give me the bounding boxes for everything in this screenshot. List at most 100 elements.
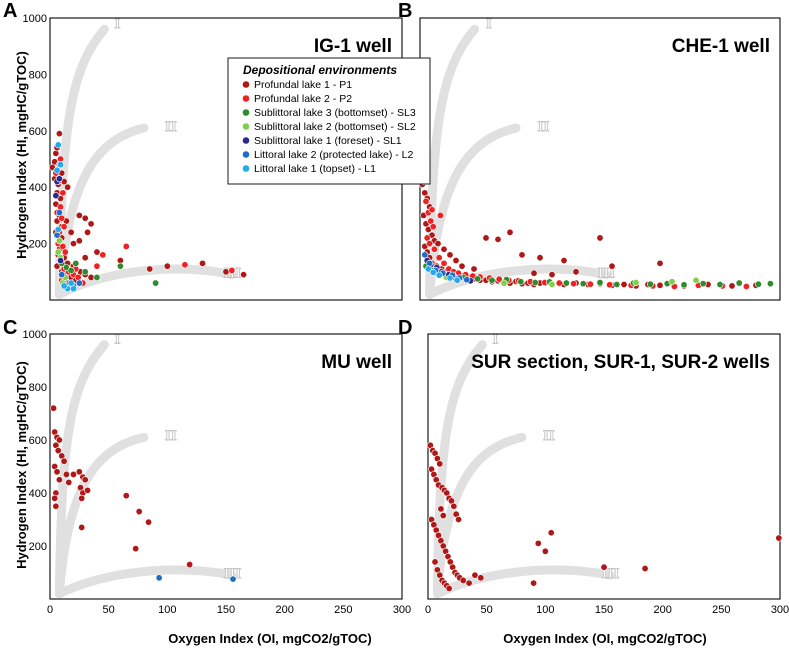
x-tick-label: 200 (275, 604, 293, 616)
x-tick-label: 250 (712, 604, 730, 616)
legend-label-l2: Littoral lake 2 (protected lake) - L2 (254, 149, 413, 161)
data-point-p1 (78, 494, 86, 502)
kerogen-label-i: I (486, 16, 492, 32)
data-point-p1 (55, 130, 63, 138)
legend-label-sl1: Sublittoral lake 1 (foreset) - SL1 (254, 135, 402, 147)
panel-title: SUR section, SUR-1, SUR-2 wells (471, 352, 770, 373)
data-point-l2 (421, 251, 429, 259)
data-point-p1 (186, 561, 194, 569)
data-point-p1 (50, 404, 58, 412)
legend-marker-sl2 (242, 123, 250, 130)
kerogen-label-iii: III (224, 566, 242, 582)
data-point-p1 (199, 259, 207, 267)
data-point-p1 (458, 262, 466, 270)
x-axis-title-c: Oxygen Index (OI, mgCO2/gTOC) (168, 631, 371, 646)
data-point-p2 (606, 281, 614, 289)
y-tick-label: 200 (29, 541, 47, 553)
data-point-p1 (431, 558, 439, 566)
x-axis-title-d: Oxygen Index (OI, mgCO2/gTOC) (503, 631, 706, 646)
kerogen-band-i (54, 340, 109, 599)
x-tick-label: 300 (771, 604, 789, 616)
kerogen-band-ii (425, 123, 521, 299)
data-point-p1 (775, 534, 783, 542)
data-point-sl3 (680, 281, 688, 289)
data-point-p1 (596, 234, 604, 242)
data-point-sl1 (57, 257, 65, 265)
legend-box (227, 57, 431, 185)
legend-marker-sl1 (242, 137, 250, 144)
legend-marker-p2 (242, 95, 250, 102)
data-point-p2 (586, 280, 594, 288)
data-point-p1 (69, 240, 77, 248)
data-point-p1 (146, 265, 154, 273)
legend-label-sl2: Sublittoral lake 2 (bottomset) - SL2 (254, 121, 416, 133)
data-point-sl1 (52, 192, 60, 200)
data-point-p1 (55, 476, 63, 484)
data-point-sl2 (632, 279, 640, 287)
data-point-p1 (530, 269, 538, 277)
data-point-p2 (570, 280, 578, 288)
data-point-p2 (74, 273, 82, 281)
data-point-p2 (428, 206, 436, 214)
data-point-p1 (67, 228, 75, 236)
data-point-l1 (429, 268, 437, 276)
legend-label-p1: Profundal lake 1 - P1 (254, 79, 352, 91)
x-tick-label: 0 (425, 604, 431, 616)
data-point-l1 (67, 279, 75, 287)
data-point-p1 (482, 234, 490, 242)
plot-frame (419, 17, 781, 301)
data-point-l2 (229, 575, 237, 583)
data-point-sl3 (116, 262, 124, 270)
data-point-p1 (465, 579, 473, 587)
y-tick-label: 200 (29, 239, 47, 251)
data-point-p2 (555, 279, 563, 287)
data-point-p1 (132, 545, 140, 553)
data-point-sl3 (613, 280, 621, 288)
data-point-p1 (494, 235, 502, 243)
kerogen-label-ii: II (165, 119, 177, 135)
data-point-p2 (99, 251, 107, 259)
kerogen-band-iii (425, 264, 611, 299)
data-point-p1 (84, 486, 92, 494)
data-point-p2 (440, 259, 448, 267)
y-tick-label: 400 (29, 182, 47, 194)
data-point-sl3 (579, 280, 587, 288)
data-point-p2 (61, 248, 69, 256)
data-point-p2 (181, 261, 189, 269)
kerogen-band-iii (54, 565, 237, 599)
data-point-l1 (435, 271, 443, 279)
x-tick-label: 250 (334, 604, 352, 616)
data-point-p1 (240, 271, 248, 279)
data-point-p1 (470, 265, 478, 273)
data-point-p2 (60, 223, 68, 231)
data-point-p1 (536, 254, 544, 262)
data-point-sl3 (474, 275, 482, 283)
data-point-sl3 (735, 279, 743, 287)
data-point-sl3 (766, 280, 774, 288)
data-point-l1 (453, 276, 461, 284)
data-point-sl3 (754, 280, 762, 288)
data-point-p1 (434, 240, 442, 248)
panel-letter-d: D (398, 317, 412, 339)
data-point-p1 (87, 220, 95, 228)
data-point-sl3 (531, 279, 539, 287)
data-point-p1 (81, 476, 89, 484)
data-point-sl3 (699, 280, 707, 288)
x-tick-label: 150 (217, 604, 235, 616)
kerogen-label-i: I (115, 331, 121, 347)
data-point-p1 (54, 447, 62, 455)
data-point-l2 (463, 276, 471, 284)
data-point-sl3 (67, 266, 75, 274)
kerogen-band-ii (432, 432, 527, 599)
data-point-p1 (145, 518, 153, 526)
data-point-sl3 (81, 268, 89, 276)
data-point-l1 (446, 274, 454, 282)
kerogen-band-iii (432, 565, 615, 599)
data-point-sl3 (562, 279, 570, 287)
data-point-p1 (608, 262, 616, 270)
data-point-sl3 (646, 280, 654, 288)
data-point-p1 (728, 282, 736, 290)
